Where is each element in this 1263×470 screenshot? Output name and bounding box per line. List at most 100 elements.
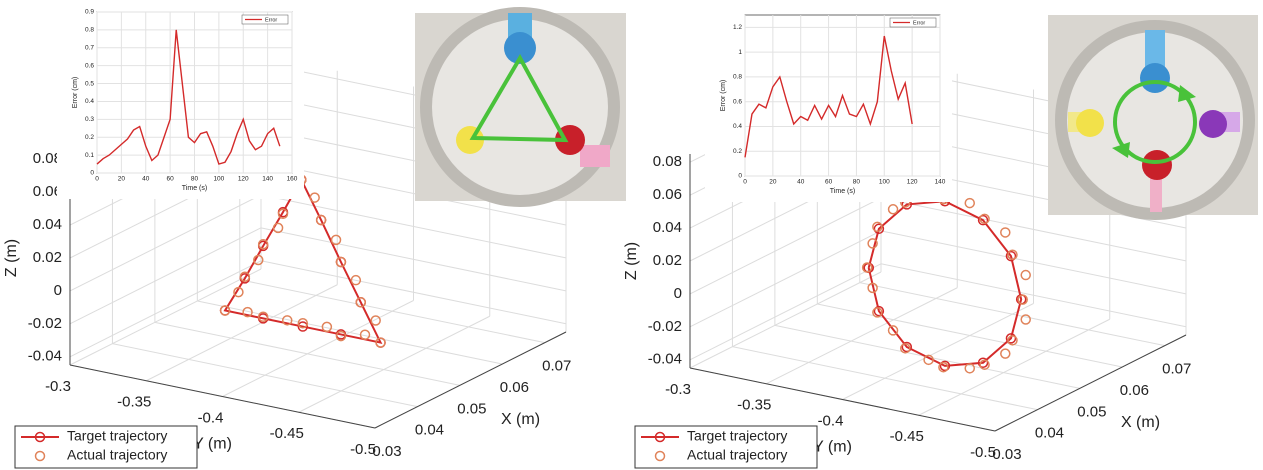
x-tick-label: 0 [95,176,99,183]
error-line [96,29,281,165]
z-tick-label: 0.04 [33,216,62,233]
y-tick-label: -0.45 [270,425,304,442]
y-tick-label: 1.2 [733,24,742,31]
trajectory-point [923,354,934,366]
trajectory-point [867,282,878,294]
trajectory-point [253,254,264,266]
x-tick-label: 0.04 [1035,425,1064,442]
grid-line [842,303,1034,400]
ball-red [1142,150,1172,180]
axis-line [994,334,1187,432]
y-tick-label: -0.5 [970,444,996,461]
grid-line [766,287,958,385]
trajectory-point [1005,333,1017,344]
y-tick-label: 0.2 [85,134,94,141]
trajectory-point [1005,250,1017,262]
trajectory-point [233,286,244,298]
x-axis-label: Time (s) [182,185,207,192]
grid-line [880,263,1187,328]
trajectory-point [873,305,885,317]
grid-line [239,279,545,344]
z-tick-label: 0.06 [33,183,62,200]
trajectory-point [887,325,899,336]
x-tick-label: 0.07 [542,358,571,375]
grid-line [112,343,418,408]
grid-line [69,227,262,325]
trajectory-point [977,214,989,226]
x-tick-label: 0.05 [457,400,486,417]
grid-line [689,197,882,295]
grid-line [880,197,1187,262]
x-tick-label: 20 [769,179,777,186]
z-tick-label: 0.02 [33,249,62,266]
x-tick-label: 100 [213,176,224,183]
legend-marker [34,450,46,462]
x-axis-label: X (m) [501,411,540,428]
legend-label: Error [913,20,925,26]
trajectory-point [964,197,976,209]
arm-pink [580,145,610,167]
trajectory-point [355,297,367,308]
x-tick-label: 60 [167,176,175,183]
trajectory-point [281,315,293,326]
trajectory-point [272,222,284,234]
x-axis-label: Time (s) [830,188,855,195]
axis-line [689,367,996,432]
trajectory-point [872,221,883,233]
y-tick-label: 0.7 [85,44,94,51]
trajectory-line [867,200,1023,367]
x-tick-label: 120 [907,179,918,186]
arm-top [1145,30,1165,75]
trajectory-point [257,239,269,250]
z-tick-label: 0.06 [653,186,682,203]
y-tick-label: 0.2 [733,148,742,155]
trajectory-point [277,208,289,220]
y-tick-label: -0.3 [45,378,71,395]
grid-line [69,268,262,366]
grid-line [69,260,262,358]
trajectory-point [1000,227,1011,238]
trajectory-point [297,321,309,332]
x-tick-label: 0.03 [992,446,1021,463]
x-tick-label: 20 [118,176,126,183]
legend-marker [34,431,46,443]
z-tick-label: 0 [54,282,62,299]
y-tick-label: -0.4 [818,412,844,429]
z-tick-label: 0 [674,285,682,302]
arm-bottom [1150,170,1162,212]
path-circle [1113,80,1197,164]
z-axis-label: Z (m) [3,239,20,277]
y-tick-label: 0.5 [85,80,94,87]
legend-box [634,425,818,469]
trajectory-point [1017,294,1028,305]
legend-marker [654,431,666,443]
x-tick-label: 140 [935,179,946,186]
ball-purple [1199,110,1227,138]
legend-label: Target trajectory [687,428,787,444]
y-tick-label: -0.45 [890,428,924,445]
x-tick-label: 160 [287,176,298,183]
trajectory-point [315,214,327,226]
grid-line [689,263,882,361]
x-axis-label: X (m) [1121,414,1160,431]
grid-line [69,194,262,292]
grid-line [154,321,460,386]
trajectory-point [1007,249,1018,260]
trajectory-point [242,306,253,318]
grid-line [689,271,882,369]
x-tick-label: 80 [191,176,199,183]
y-tick-label: -0.35 [117,394,151,411]
x-tick-label: 0 [743,179,747,186]
z-tick-label: -0.04 [648,351,682,368]
x-tick-label: 60 [825,179,833,186]
legend-box [241,14,289,25]
y-tick-label: 0 [90,170,94,177]
trajectory-point [901,341,913,353]
trajectory-point [321,321,333,333]
legend-box [14,425,198,469]
trajectory-point [1007,335,1018,346]
trajectory-point [939,360,951,372]
grid-line [197,300,503,365]
z-tick-label: -0.02 [28,315,62,332]
grid-line [222,300,414,397]
